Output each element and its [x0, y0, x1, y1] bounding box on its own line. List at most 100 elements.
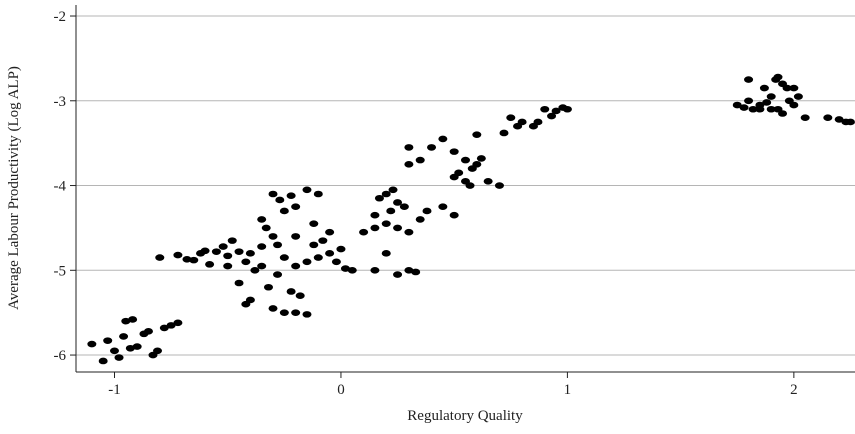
point [517, 118, 527, 126]
x-axis-label: Regulatory Quality [407, 408, 523, 424]
point [291, 262, 301, 270]
point [755, 105, 765, 113]
point [506, 114, 516, 122]
x-tick-label: 2 [790, 382, 798, 398]
point [744, 97, 754, 105]
point [415, 216, 425, 223]
point [279, 254, 289, 261]
point [386, 207, 396, 215]
point [551, 107, 561, 115]
point [291, 203, 301, 211]
point [782, 84, 792, 92]
point [153, 347, 163, 355]
point [318, 237, 328, 244]
point [261, 224, 271, 232]
point [291, 309, 301, 316]
point [499, 129, 509, 137]
point [143, 328, 153, 335]
point [404, 161, 414, 168]
point [257, 216, 267, 223]
point [793, 93, 803, 100]
point [438, 135, 448, 143]
point [121, 317, 131, 325]
point [241, 300, 251, 308]
point [762, 99, 772, 106]
point [393, 224, 403, 232]
point [374, 194, 384, 202]
point [234, 279, 244, 287]
x-tick-label: -1 [108, 382, 121, 398]
point [476, 155, 486, 162]
point [483, 177, 493, 185]
point [845, 118, 855, 126]
point [494, 182, 504, 189]
point [415, 156, 425, 164]
point [393, 271, 403, 278]
point [313, 254, 323, 261]
point [279, 207, 289, 215]
y-tick-label: -5 [54, 263, 67, 279]
point [103, 337, 113, 344]
point [739, 104, 749, 111]
point [132, 343, 142, 350]
point [114, 354, 124, 361]
point [166, 322, 176, 329]
point [325, 250, 335, 257]
point [449, 211, 459, 219]
point [472, 131, 482, 138]
point [125, 344, 135, 352]
point [268, 233, 278, 240]
y-tick-label: -2 [54, 9, 67, 25]
point [759, 84, 769, 92]
point [422, 207, 432, 215]
point [744, 76, 754, 83]
point [347, 266, 357, 274]
point [155, 254, 165, 261]
point [331, 258, 341, 266]
point [87, 340, 97, 348]
point [540, 105, 550, 113]
point [393, 199, 403, 206]
point [381, 220, 391, 227]
point [218, 243, 228, 250]
point [411, 268, 421, 276]
point [404, 144, 414, 151]
point [302, 186, 312, 194]
point [325, 228, 335, 236]
point [263, 283, 273, 291]
point [340, 265, 350, 272]
point [461, 156, 470, 164]
x-tick-label: 1 [564, 382, 572, 398]
point [309, 220, 319, 227]
point [173, 251, 183, 259]
point [98, 357, 108, 365]
point [291, 233, 301, 240]
point [223, 262, 233, 270]
point [467, 165, 477, 172]
point [119, 333, 129, 340]
point [370, 224, 380, 232]
point [109, 347, 119, 355]
point [268, 305, 278, 312]
point [449, 148, 459, 155]
point [173, 319, 183, 327]
point [381, 250, 391, 257]
point [748, 105, 758, 113]
point [399, 203, 409, 211]
point [196, 250, 206, 257]
point [547, 112, 557, 120]
point [789, 101, 799, 109]
point [336, 245, 346, 253]
point [211, 248, 221, 255]
point [404, 228, 414, 236]
point [732, 101, 742, 109]
point [273, 271, 283, 278]
point [533, 118, 543, 126]
point [182, 255, 192, 263]
point [205, 261, 215, 268]
point [257, 243, 267, 250]
point [427, 144, 437, 151]
point [286, 288, 296, 295]
point [241, 258, 251, 266]
